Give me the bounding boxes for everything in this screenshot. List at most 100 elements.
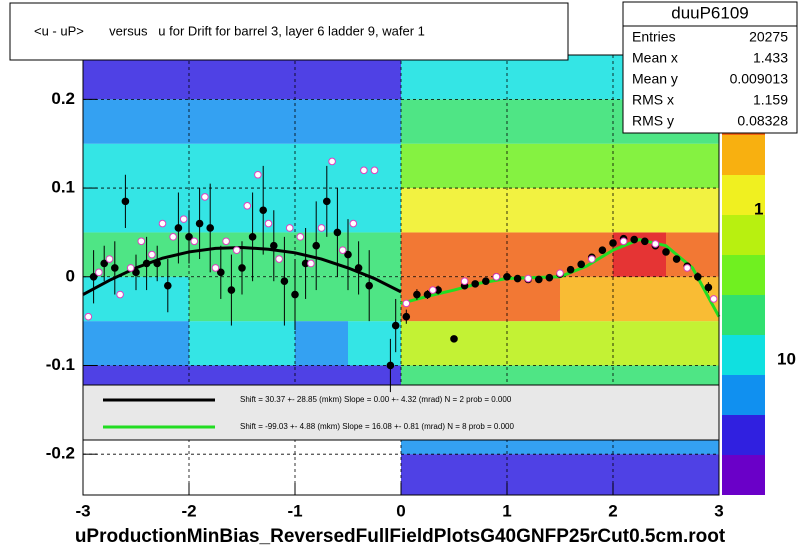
point xyxy=(280,277,289,286)
point xyxy=(100,259,108,268)
x-tick-label: -3 xyxy=(75,501,90,520)
heat-cell xyxy=(348,276,401,322)
heat-cell xyxy=(348,99,401,144)
point xyxy=(317,224,326,232)
heat-cell xyxy=(401,143,454,189)
point xyxy=(190,237,199,246)
heat-cell xyxy=(507,143,560,189)
heat-cell xyxy=(136,55,189,100)
points xyxy=(84,157,718,393)
colorbar-swatch xyxy=(722,305,765,315)
y-tick-label: 0.1 xyxy=(51,178,75,197)
heat-cell xyxy=(348,55,401,100)
stats-rows: Entries 20275 Mean x 1.433 Mean y 0.009013 RMS… xyxy=(632,29,788,129)
point xyxy=(174,224,183,232)
heat-cell xyxy=(666,188,719,233)
point xyxy=(285,224,294,232)
colorbar-swatch xyxy=(722,345,765,355)
legend: Shift = 30.37 +- 28.85 (mkm) Slope = 0.0… xyxy=(103,395,514,431)
heat-cell xyxy=(83,55,136,100)
colorbar-swatch xyxy=(722,275,765,285)
x-tick-label: -1 xyxy=(287,501,302,520)
heat-cell xyxy=(136,143,189,189)
heat-cell xyxy=(454,232,507,277)
point xyxy=(264,219,273,228)
point xyxy=(169,233,177,241)
heat-cell xyxy=(560,188,613,233)
point xyxy=(227,286,236,294)
heat-cell xyxy=(454,321,507,366)
heat-cell xyxy=(348,321,401,366)
point xyxy=(111,264,119,272)
heat-cell xyxy=(613,454,666,495)
point xyxy=(254,170,262,179)
point xyxy=(211,264,220,272)
point xyxy=(577,260,586,269)
colorbar-label: 1 xyxy=(754,199,763,218)
point xyxy=(296,233,305,241)
heatmap xyxy=(83,55,719,495)
point xyxy=(413,290,421,299)
heat-cell xyxy=(454,454,507,495)
colorbar-swatch xyxy=(722,165,765,175)
point xyxy=(222,237,230,246)
legend-box xyxy=(82,384,720,441)
point xyxy=(275,255,283,263)
heat-cell xyxy=(613,143,666,189)
point xyxy=(423,290,432,299)
point xyxy=(259,206,268,215)
colorbar-swatch xyxy=(722,265,765,275)
legend-label: Shift = 30.37 +- 28.85 (mkm) Slope = 0.0… xyxy=(240,395,512,404)
heat-cell xyxy=(507,99,560,144)
stats-name: Entries xyxy=(632,29,676,45)
heat-cell xyxy=(666,143,719,189)
point xyxy=(243,202,252,210)
heat-cell xyxy=(295,99,348,144)
y-tick-label: -0.2 xyxy=(46,444,75,463)
colorbar-swatch xyxy=(722,395,765,405)
point xyxy=(683,264,692,272)
point xyxy=(513,274,522,283)
heat-cell xyxy=(613,188,666,233)
heat-cell xyxy=(560,55,613,100)
colorbar-swatch xyxy=(722,445,765,455)
heat-cell xyxy=(295,276,348,322)
heat-cell xyxy=(295,143,348,189)
colorbar-swatch xyxy=(722,485,765,495)
point xyxy=(185,233,193,241)
point xyxy=(535,275,543,284)
colorbar-swatch xyxy=(722,365,765,375)
heat-cell xyxy=(560,454,613,495)
point xyxy=(365,281,374,290)
point xyxy=(116,290,124,299)
stats-value: 1.433 xyxy=(753,50,788,66)
point xyxy=(328,157,336,166)
point xyxy=(238,264,246,272)
stats-name: Mean y xyxy=(632,71,678,87)
point xyxy=(471,280,480,288)
stats-value: 1.159 xyxy=(753,92,788,108)
heat-cell xyxy=(242,321,295,366)
point xyxy=(386,361,395,370)
heat-cell xyxy=(613,276,666,322)
colorbar-swatch xyxy=(722,465,765,475)
heat-cell xyxy=(348,188,401,233)
colorbar-swatch xyxy=(722,195,765,205)
heat-cell xyxy=(401,188,454,233)
point xyxy=(503,272,511,281)
heat-cell xyxy=(189,99,242,144)
point xyxy=(598,246,607,254)
colorbar-swatch xyxy=(722,175,765,185)
heat-cell xyxy=(401,321,454,366)
heat-cell xyxy=(507,232,560,277)
point xyxy=(333,228,342,237)
stats-box xyxy=(622,1,798,134)
heat-cell xyxy=(295,55,348,100)
heat-cell xyxy=(560,143,613,189)
point xyxy=(402,312,411,321)
point xyxy=(338,246,347,254)
point xyxy=(307,259,315,268)
point xyxy=(137,237,146,246)
heat-cell xyxy=(507,188,560,233)
point xyxy=(609,239,617,247)
